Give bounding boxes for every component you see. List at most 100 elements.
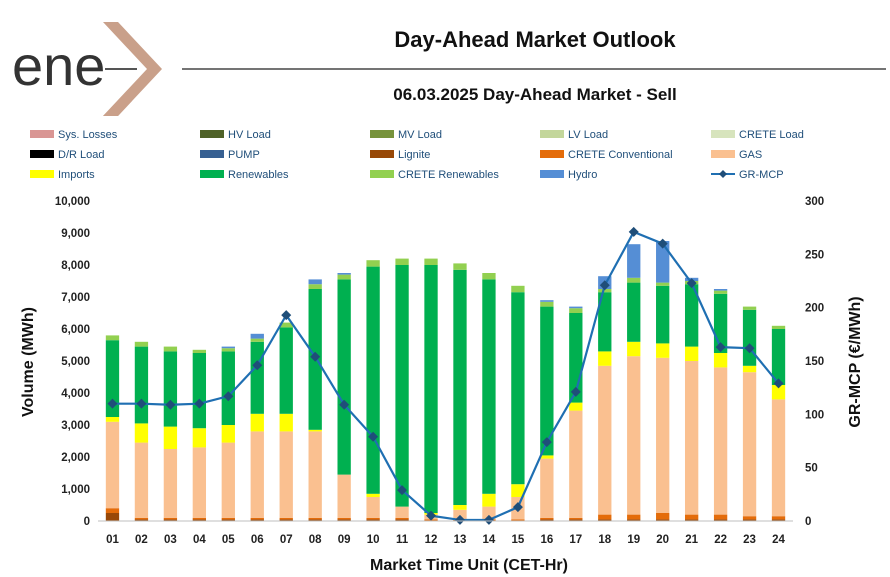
price-line [107,226,784,525]
bar-segment-renewables [742,309,757,366]
bar-segment-renewables [627,282,641,342]
bar-segment-renewables [540,306,554,456]
bar-segment-renewables [598,292,612,352]
legend-swatch-d-r-load [30,150,54,158]
legend-label-sys-losses: Sys. Losses [58,129,118,141]
bar-segment-lignite [598,519,612,521]
y2-tick-label: 300 [805,196,824,208]
legend-marker-gr-mcp [719,170,727,178]
gr-mcp-point [541,437,552,448]
x-tick-label: 22 [714,534,727,546]
y-axis-label: Volume (MWh) [20,307,37,417]
bar-segment-imports [771,385,786,400]
legend-label-gas: GAS [739,149,762,161]
gr-mcp-point [512,502,523,513]
bar-segment-hydro [713,289,728,291]
gr-mcp-point [657,238,668,249]
bar-segment-renewables [482,279,496,494]
x-tick-label: 10 [367,534,380,546]
bar-segment-crete-renewables [598,289,612,293]
bar-segment-renewables [453,269,467,505]
gr-mcp-point [426,510,437,521]
gr-mcp-point [454,514,465,525]
y2-tick-label: 150 [805,356,824,368]
bar-segment-gas [598,365,612,515]
x-tick-label: 17 [569,534,582,546]
logo-x-mark [103,22,162,116]
legend-label-crete-load: CRETE Load [739,129,804,141]
gr-mcp-point [339,399,350,410]
bar-segment-crete-renewables [656,282,670,286]
bar-segment-crete-conventional [684,514,699,520]
bar-segment-imports [250,413,264,432]
axes: 0 1,000 2,000 3,000 4,000 5,000 6,000 7,000 8,00… [55,196,824,546]
bar-segment-lignite [627,519,641,521]
bar-segment-renewables [395,265,409,507]
legend-swatch-imports [30,170,54,178]
bar-segment-imports [569,402,583,411]
y2-tick-label: 100 [805,409,824,421]
bar-segment-gas [337,474,351,518]
bar-segment-crete-renewables [308,284,322,289]
x-tick-label: 23 [743,534,756,546]
y-tick-label: 10,000 [55,196,90,208]
bar-segment-crete-conventional [771,516,786,520]
legend-swatch-pump [200,150,224,158]
bars [105,241,786,521]
bar-segment-lignite [221,519,235,521]
legend-label-renewables: Renewables [228,169,289,181]
bar-segment-hydro [540,300,554,302]
legend-label-pump: PUMP [228,149,260,161]
chart-subtitle: 06.03.2025 Day-Ahead Market - Sell [393,85,676,104]
x-tick-label: 24 [772,534,785,546]
bar-segment-hydro [308,279,322,285]
x-tick-label: 15 [511,534,524,546]
bar-segment-crete-conventional [569,517,583,520]
bar-segment-crete-conventional [511,519,525,521]
bar-segment-renewables [279,327,293,414]
bar-segment-gas [713,367,728,515]
bar-segment-crete-renewables [453,263,467,270]
bar-segment-lignite [395,519,409,521]
legend-swatch-crete-load [711,130,735,138]
gr-mcp-point [715,342,726,353]
bar-segment-gas [771,399,786,517]
bar-segment-crete-conventional [250,517,264,520]
bar-segment-crete-renewables [395,258,409,265]
y-tick-label: 5,000 [61,356,90,368]
bar-segment-gas [366,497,380,518]
gr-mcp-point [107,398,118,409]
bar-segment-imports [279,413,293,432]
gr-mcp-point [136,398,147,409]
y-tick-label: 3,000 [61,420,90,432]
x-tick-label: 13 [454,534,467,546]
y-tick-label: 7,000 [61,292,90,304]
bar-segment-crete-renewables [771,325,786,329]
bar-segment-renewables [337,279,351,475]
gr-mcp-point [194,398,205,409]
bar-segment-crete-renewables [713,290,728,294]
bar-segment-renewables [134,346,149,424]
enex-logo: ene [12,22,162,116]
legend-label-gr-mcp: GR-MCP [739,169,784,181]
bar-segment-hydro [337,273,351,275]
bar-segment-imports [163,426,178,449]
bar-segment-crete-conventional [308,517,322,520]
bar-segment-imports [453,505,467,510]
legend-swatch-crete-renewables [370,170,394,178]
bar-segment-crete-renewables [511,285,525,293]
bar-segment-renewables [105,340,120,417]
bar-segment-renewables [366,266,380,494]
bar-segment-crete-renewables [366,260,380,267]
y-tick-label: 9,000 [61,228,90,240]
x-tick-label: 12 [425,534,438,546]
x-axis-label: Market Time Unit (CET-Hr) [370,557,568,574]
bar-segment-gas [742,372,757,517]
y2-tick-label: 0 [805,516,811,528]
bar-segment-crete-conventional [192,517,207,520]
legend-swatch-sys-losses [30,130,54,138]
x-tick-label: 06 [251,534,264,546]
bar-segment-crete-conventional [105,508,120,513]
bar-segment-gas [656,357,670,513]
bar-segment-hydro [569,306,583,309]
